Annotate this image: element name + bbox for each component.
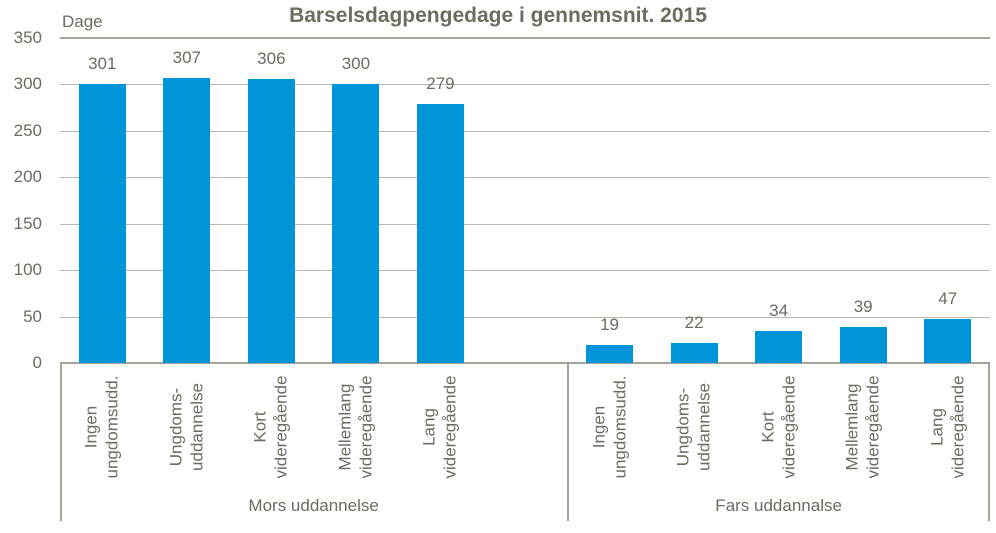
category-label: Kort videregående [250, 375, 291, 479]
gridline-300 [60, 84, 990, 86]
y-tick-label: 100 [13, 260, 42, 280]
y-tick-label: 50 [23, 306, 42, 326]
bar-value-label: 279 [426, 73, 455, 93]
bar-group1-4 [332, 84, 380, 363]
gridline-350 [60, 37, 990, 39]
category-label: Mellemlang videregående [842, 375, 883, 479]
bar-value-label: 19 [600, 315, 619, 335]
category-label: Lang videregående [926, 375, 967, 479]
bar-value-label: 39 [853, 296, 873, 316]
bar-value-label: 300 [341, 54, 371, 74]
bar-group1-2 [163, 77, 211, 363]
gridline-200 [60, 177, 990, 179]
bar-value-label: 34 [769, 301, 789, 321]
bar-value-label: 306 [257, 48, 286, 68]
group-label-1: Mors uddannelse [248, 496, 379, 515]
bar-group1-5 [416, 103, 464, 363]
y-axis-unit-label: Dage [62, 12, 103, 31]
bar-group2-4 [839, 326, 887, 363]
bar-value-label: 301 [88, 53, 117, 73]
bar-group2-1 [586, 345, 634, 363]
y-tick-label: 150 [13, 213, 42, 233]
y-tick-label: 200 [13, 167, 42, 187]
y-tick-label: 0 [32, 353, 42, 372]
gridline-150 [60, 223, 990, 225]
group-divider-line [567, 363, 570, 521]
y-tick-label: 250 [13, 120, 42, 140]
bar-group2-2 [670, 342, 718, 363]
bar-value-label: 307 [172, 47, 201, 67]
bar-group1-1 [78, 83, 126, 363]
bar-value-label: 22 [684, 312, 704, 332]
category-area-right-border [988, 363, 990, 521]
category-label: Ungdoms- uddannelse [166, 383, 206, 471]
y-tick-label: 350 [13, 28, 42, 47]
category-label: Ingen ungdomsudd. [81, 375, 122, 479]
bar-group2-3 [755, 331, 803, 363]
category-label: Kort videregående [757, 375, 798, 479]
category-label: Ingen ungdomsudd. [588, 375, 629, 479]
x-axis-line [60, 362, 990, 364]
gridline-250 [60, 130, 990, 132]
category-area-left-border [60, 363, 62, 521]
y-tick-label: 300 [13, 74, 42, 94]
bar-group1-3 [247, 78, 295, 363]
bar-value-label: 47 [938, 289, 958, 309]
category-label: Mellemlang videregående [335, 375, 375, 479]
chart-title: Barselsdagpengedage i gennemsnit. 2015 [289, 4, 707, 27]
group-label-2: Fars uddannalse [715, 496, 842, 515]
category-label: Lang videregående [419, 375, 460, 479]
category-label: Ungdoms- uddannelse [673, 383, 714, 471]
gridline-100 [60, 270, 990, 272]
gridline-50 [60, 316, 990, 318]
bar-group2-5 [924, 319, 972, 363]
